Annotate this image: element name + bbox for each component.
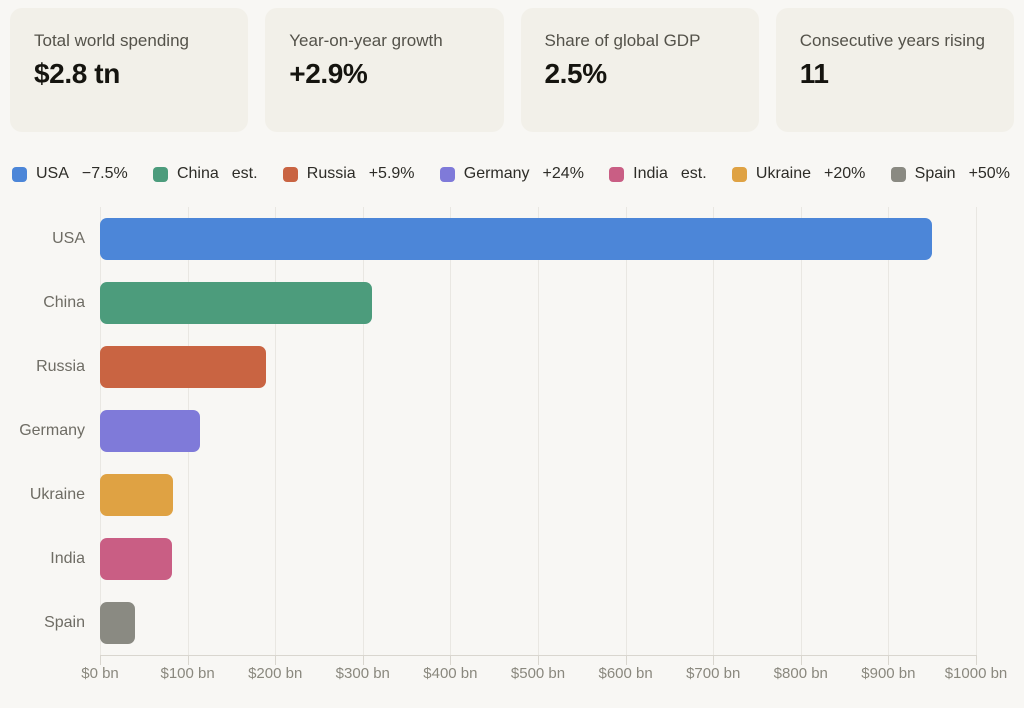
legend-label: Germany: [463, 165, 530, 182]
legend-swatch: [282, 166, 298, 182]
gridline: [976, 207, 977, 655]
stat-card-total-spending: Total world spending $2.8 tn: [10, 8, 249, 132]
axis-tick: [100, 655, 101, 665]
military-spending-dashboard: { "theme": { "page_bg": "#f8f7f4", "card…: [0, 8, 1024, 708]
y-axis-labels: USA China Russia Germany Ukraine India Spain: [0, 207, 100, 656]
stat-cards: Total world spending $2.8 tn Year-on-yea…: [10, 8, 1014, 132]
bar-ukraine[interactable]: [100, 474, 173, 516]
legend-change: est.: [680, 165, 707, 182]
bar-row-russia: [100, 335, 976, 399]
legend-item-china[interactable]: China est.: [152, 165, 258, 183]
legend-swatch: [609, 166, 625, 182]
row-label-china: China: [43, 294, 85, 311]
stat-card-value: $2.8 tn: [34, 58, 120, 89]
legend-label: Spain: [914, 165, 956, 182]
legend-item-india[interactable]: India est.: [609, 165, 707, 183]
x-axis-label: $800 bn: [773, 665, 828, 682]
legend-label: Russia: [306, 165, 356, 182]
bar-russia[interactable]: [100, 346, 267, 388]
x-axis-label: $500 bn: [510, 665, 566, 682]
axis-tick: [538, 655, 539, 665]
axis-tick: [713, 655, 715, 665]
legend-swatch: [890, 166, 906, 182]
legend-swatch: [152, 166, 168, 182]
row-label-spain: Spain: [44, 614, 85, 631]
legend-change: est.: [231, 165, 258, 182]
stat-card-gdp-share: Share of global GDP 2.5%: [520, 8, 759, 132]
axis-tick: [888, 655, 890, 665]
x-axis-label: $600 bn: [598, 665, 653, 682]
stat-card-value: 11: [799, 58, 829, 89]
x-axis-label: $400 bn: [423, 665, 478, 682]
legend-item-spain[interactable]: Spain +50%: [890, 165, 1010, 183]
axis-tick: [187, 655, 189, 665]
x-axis-label: $100 bn: [160, 665, 215, 682]
plot-area: [100, 207, 977, 665]
gridline: [450, 207, 452, 655]
stat-card-label: Year-on-year growth: [289, 31, 443, 50]
gridline: [538, 207, 539, 655]
row-label-ukraine: Ukraine: [29, 486, 85, 503]
legend-change: +24%: [542, 165, 584, 182]
bar-usa[interactable]: [100, 218, 933, 260]
bar-row-usa: [100, 207, 976, 271]
legend-item-russia[interactable]: Russia +5.9%: [282, 165, 415, 183]
x-axis-label: $200 bn: [248, 665, 303, 682]
bar-row-spain: [100, 591, 976, 655]
axis-tick: [362, 655, 364, 665]
axis-tick: [450, 655, 452, 665]
legend-change: +50%: [968, 165, 1010, 182]
x-axis-label: $700 bn: [686, 665, 741, 682]
bar-china[interactable]: [100, 282, 372, 324]
legend-change: +5.9%: [368, 165, 415, 182]
gridline: [625, 207, 627, 655]
row-label-usa: USA: [52, 230, 85, 247]
axis-tick: [275, 655, 277, 665]
stat-card-label: Share of global GDP: [544, 31, 701, 50]
bar-row-germany: [100, 399, 976, 463]
axis-tick: [976, 655, 977, 665]
x-axis: $0 bn $100 bn $200 bn $300 bn $400 bn $500 bn…: [81, 656, 1007, 688]
row-label-india: India: [50, 550, 85, 567]
gridline: [800, 207, 802, 655]
axis-tick: [800, 655, 802, 665]
stat-card-yoy-growth: Year-on-year growth +2.9%: [265, 8, 504, 132]
legend-swatch: [12, 166, 27, 182]
bar-spain[interactable]: [100, 602, 136, 644]
gridline: [275, 207, 277, 655]
legend-item-germany[interactable]: Germany +24%: [439, 165, 584, 183]
axis-tick: [625, 655, 627, 665]
legend-change: −7.5%: [81, 165, 128, 182]
bar-row-ukraine: [100, 463, 976, 527]
gridline: [713, 207, 715, 655]
stat-card-label: Total world spending: [34, 31, 189, 50]
gridline: [888, 207, 890, 655]
bar-germany[interactable]: [100, 410, 200, 452]
legend-change: +20%: [824, 165, 866, 182]
row-label-germany: Germany: [19, 422, 85, 439]
stat-card-value: 2.5%: [544, 58, 608, 89]
legend-item-ukraine[interactable]: Ukraine +20%: [731, 165, 866, 183]
legend-item-usa[interactable]: USA −7.5%: [12, 165, 128, 183]
bar-row-china: [100, 271, 976, 335]
bar-row-india: [100, 527, 976, 591]
x-axis-label: $1000 bn: [944, 665, 1008, 682]
gridline: [362, 207, 364, 655]
x-axis-label: $0 bn: [81, 665, 119, 682]
stat-card-label: Consecutive years rising: [799, 31, 985, 50]
legend-label: China: [176, 165, 219, 182]
legend-swatch: [439, 166, 455, 182]
chart-legend: USA −7.5% China est. Russia +5.9% German…: [12, 165, 1010, 183]
row-label-russia: Russia: [36, 358, 85, 375]
x-axis-label: $900 bn: [861, 665, 916, 682]
x-axis-label: $300 bn: [335, 665, 390, 682]
legend-label: USA: [36, 165, 69, 182]
legend-label: India: [633, 165, 668, 182]
bar-chart: USA China Russia Germany Ukraine India Spain $…: [0, 207, 1024, 688]
bar-india[interactable]: [100, 538, 172, 580]
legend-swatch: [731, 166, 747, 182]
stat-card-years-rising: Consecutive years rising 11: [775, 8, 1014, 132]
legend-label: Ukraine: [755, 165, 812, 182]
stat-card-value: +2.9%: [289, 58, 368, 89]
